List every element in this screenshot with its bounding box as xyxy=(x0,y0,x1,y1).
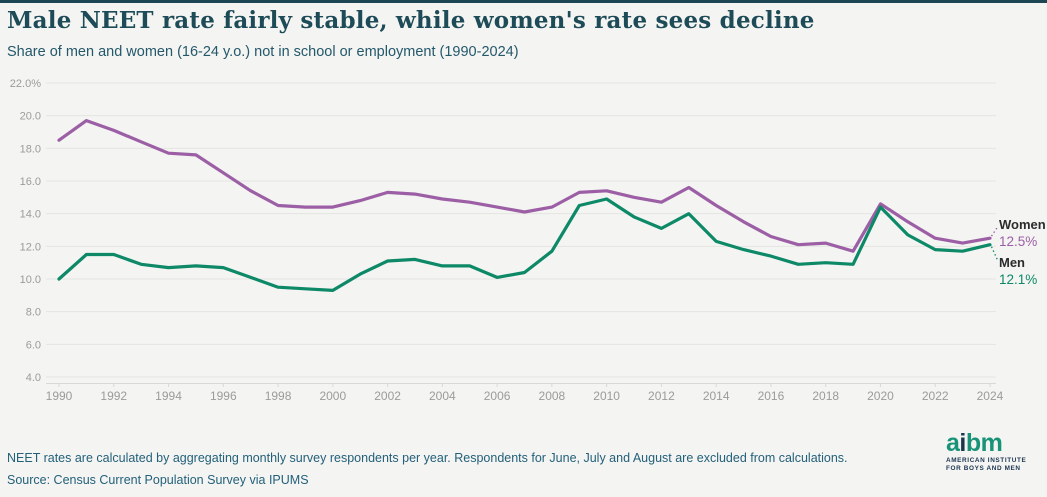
logo-letter: m xyxy=(980,429,1003,457)
aibm-logo-tagline-line2: FOR BOYS AND MEN xyxy=(946,464,1021,472)
logo-letter: b xyxy=(965,429,981,457)
logo-letter: i xyxy=(959,429,966,457)
source-credit: Source: Census Current Population Survey… xyxy=(7,473,309,487)
x-axis-tick-label: 1994 xyxy=(155,389,182,403)
x-axis-tick-label: 2008 xyxy=(539,389,566,403)
aibm-logo-tagline: AMERICAN INSTITUTE FOR BOYS AND MEN xyxy=(946,457,1026,472)
aibm-logo: aibm AMERICAN INSTITUTE FOR BOYS AND MEN xyxy=(946,431,1026,472)
x-axis-tick-label: 2014 xyxy=(703,389,730,403)
x-axis-tick-label: 2000 xyxy=(319,389,346,403)
series-value-women: 12.5% xyxy=(999,234,1038,249)
y-axis-tick-label: 8.0 xyxy=(26,307,41,319)
aibm-logo-wordmark: aibm xyxy=(946,429,1026,457)
x-axis-tick-label: 2020 xyxy=(867,389,894,403)
x-axis-tick-label: 2016 xyxy=(758,389,785,403)
x-axis-tick-label: 1990 xyxy=(46,389,73,403)
x-axis-tick-label: 1998 xyxy=(265,389,292,403)
y-axis-tick-label: 6.0 xyxy=(26,339,41,351)
x-axis-tick-label: 2018 xyxy=(812,389,839,403)
page-title: Male NEET rate fairly stable, while wome… xyxy=(7,7,815,34)
x-axis-tick-label: 2010 xyxy=(593,389,620,403)
x-axis-tick-label: 1992 xyxy=(100,389,127,403)
series-label-women: Women xyxy=(999,217,1046,232)
y-axis-tick-label: 22.0% xyxy=(10,78,41,90)
y-axis-tick-label: 20.0 xyxy=(20,111,41,123)
line-series-men xyxy=(57,197,992,292)
line-series-women xyxy=(57,118,992,253)
logo-letter: a xyxy=(946,429,960,457)
x-axis-tick-label: 2006 xyxy=(484,389,511,403)
x-axis-tick-label: 2012 xyxy=(648,389,675,403)
men-label-connector xyxy=(990,246,999,261)
y-axis-tick-label: 4.0 xyxy=(26,372,41,384)
series-value-men: 12.1% xyxy=(999,272,1038,287)
x-axis-tick-label: 2004 xyxy=(429,389,456,403)
y-axis-tick-label: 14.0 xyxy=(20,209,41,221)
x-axis-tick-label: 1996 xyxy=(210,389,237,403)
x-axis-tick-label: 2024 xyxy=(977,389,1004,403)
y-axis-tick-label: 16.0 xyxy=(20,176,41,188)
x-axis-tick-label: 2002 xyxy=(374,389,401,403)
women-label-connector xyxy=(990,226,999,237)
methodology-note: NEET rates are calculated by aggregating… xyxy=(7,451,848,465)
top-accent-bar xyxy=(0,0,1047,3)
x-axis-tick-label: 2022 xyxy=(922,389,949,403)
series-label-men: Men xyxy=(999,255,1025,270)
aibm-logo-tagline-line1: AMERICAN INSTITUTE xyxy=(946,457,1027,464)
y-axis-tick-label: 18.0 xyxy=(20,143,41,155)
page-subtitle: Share of men and women (16-24 y.o.) not … xyxy=(7,44,519,60)
y-axis-tick-label: 12.0 xyxy=(20,241,41,253)
y-axis-tick-label: 10.0 xyxy=(20,274,41,286)
